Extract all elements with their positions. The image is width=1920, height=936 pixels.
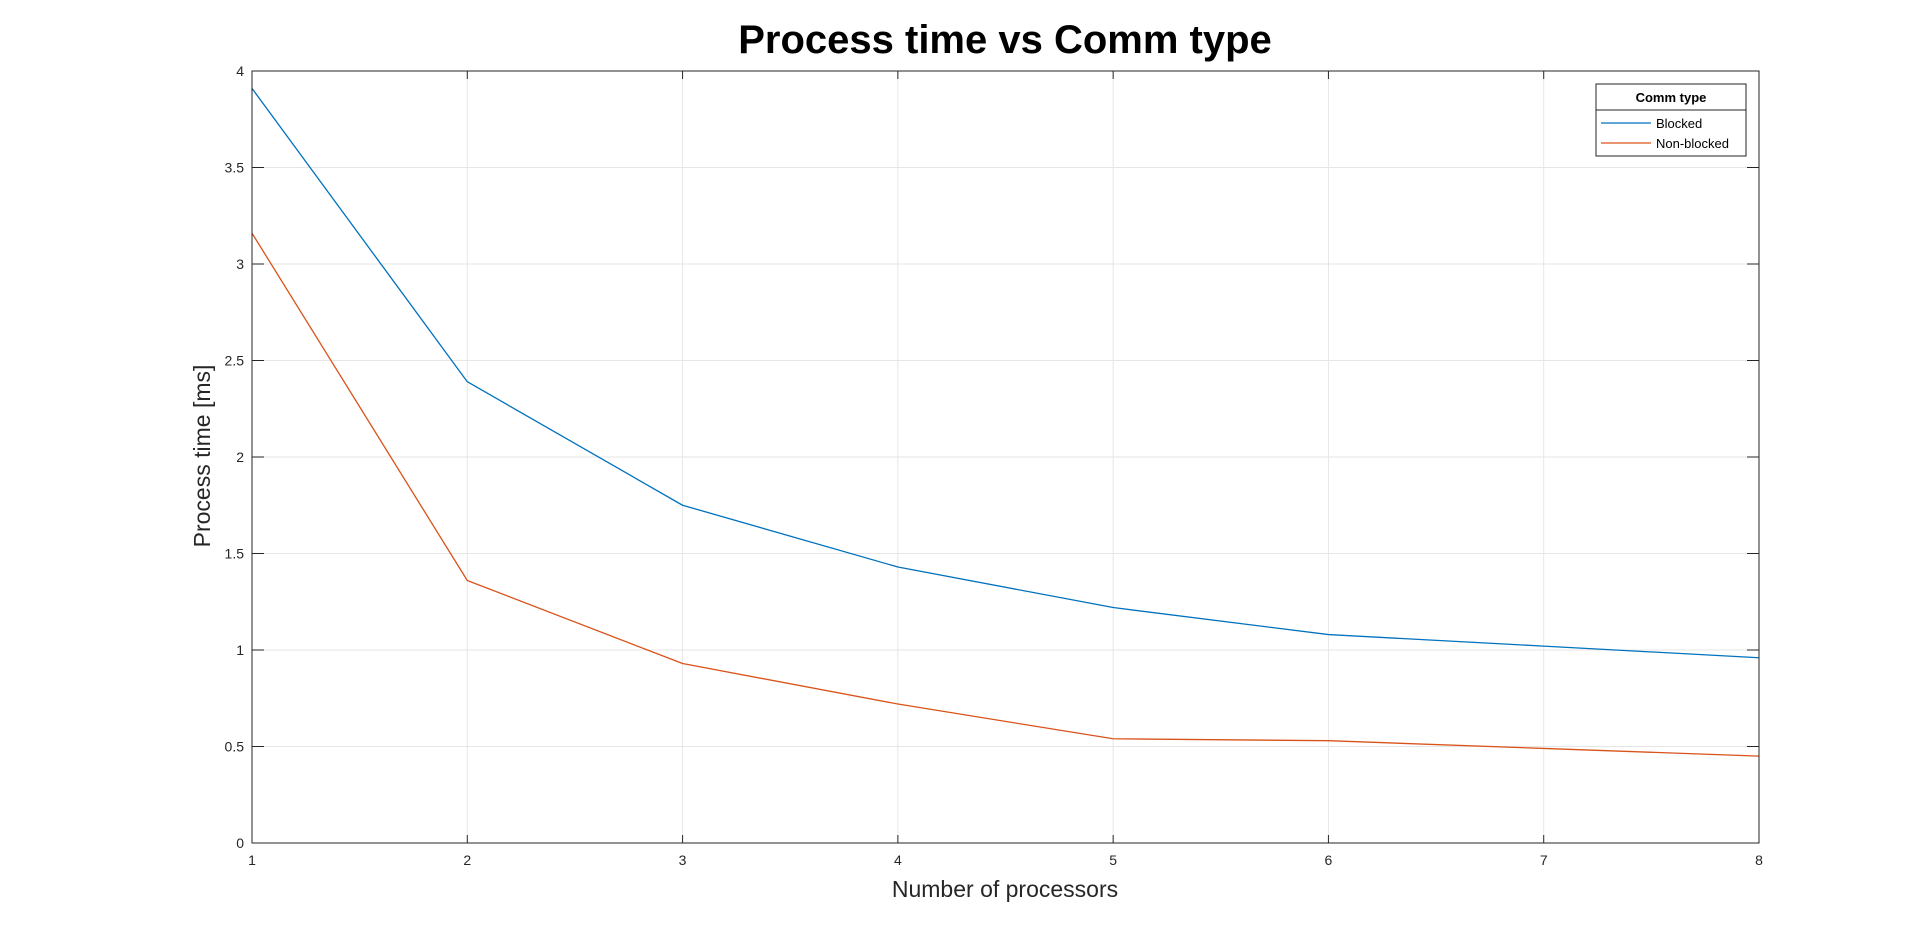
y-tick-label: 0.5 xyxy=(225,739,245,755)
plot-area: 1 2 3 4 5 6 7 8 0 0.5 1 1.5 2 2.5 3 3.5 4 xyxy=(225,63,1764,868)
x-tick-label: 5 xyxy=(1109,852,1117,868)
series-line-blocked xyxy=(251,87,1760,659)
y-tick-label: 2 xyxy=(236,449,244,465)
y-axis-label: Process time [ms] xyxy=(189,365,215,548)
y-tick-label: 2.5 xyxy=(225,353,245,369)
y-tick-label: 4 xyxy=(236,63,244,79)
legend-entry[interactable]: Blocked xyxy=(1601,116,1702,131)
legend[interactable]: Comm type Blocked Non-blocked xyxy=(1595,83,1747,157)
y-tick-label: 3 xyxy=(236,256,244,272)
y-tick-label: 3.5 xyxy=(225,160,245,176)
y-tick-label: 1.5 xyxy=(225,546,245,562)
x-tick-label: 7 xyxy=(1540,852,1548,868)
legend-entries: Blocked Non-blocked xyxy=(1601,116,1729,151)
legend-label: Blocked xyxy=(1656,116,1702,131)
chart-title: Process time vs Comm type xyxy=(738,18,1272,62)
series-line-non-blocked xyxy=(251,232,1760,757)
y-tick-label: 0 xyxy=(236,835,244,851)
legend-label: Non-blocked xyxy=(1656,136,1729,151)
tick-marks xyxy=(251,70,1760,844)
x-axis-tick-labels: 1 2 3 4 5 6 7 8 xyxy=(248,852,1763,868)
x-tick-label: 3 xyxy=(679,852,687,868)
series-lines xyxy=(251,87,1760,757)
x-tick-label: 1 xyxy=(248,852,256,868)
x-tick-label: 6 xyxy=(1325,852,1333,868)
legend-box xyxy=(1595,83,1747,157)
y-tick-label: 1 xyxy=(236,642,244,658)
legend-entry[interactable]: Non-blocked xyxy=(1601,136,1729,151)
x-tick-label: 4 xyxy=(894,852,902,868)
x-axis-label: Number of processors xyxy=(892,876,1118,902)
y-axis-tick-labels: 0 0.5 1 1.5 2 2.5 3 3.5 4 xyxy=(225,63,245,851)
x-tick-label: 2 xyxy=(463,852,471,868)
legend-title: Comm type xyxy=(1636,90,1707,105)
x-tick-label: 8 xyxy=(1755,852,1763,868)
